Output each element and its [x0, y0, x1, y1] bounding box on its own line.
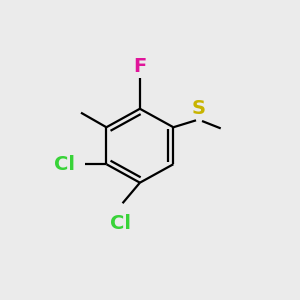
Text: Cl: Cl	[110, 214, 131, 233]
Text: S: S	[192, 99, 206, 118]
Text: Cl: Cl	[54, 155, 75, 174]
Text: F: F	[133, 57, 146, 76]
